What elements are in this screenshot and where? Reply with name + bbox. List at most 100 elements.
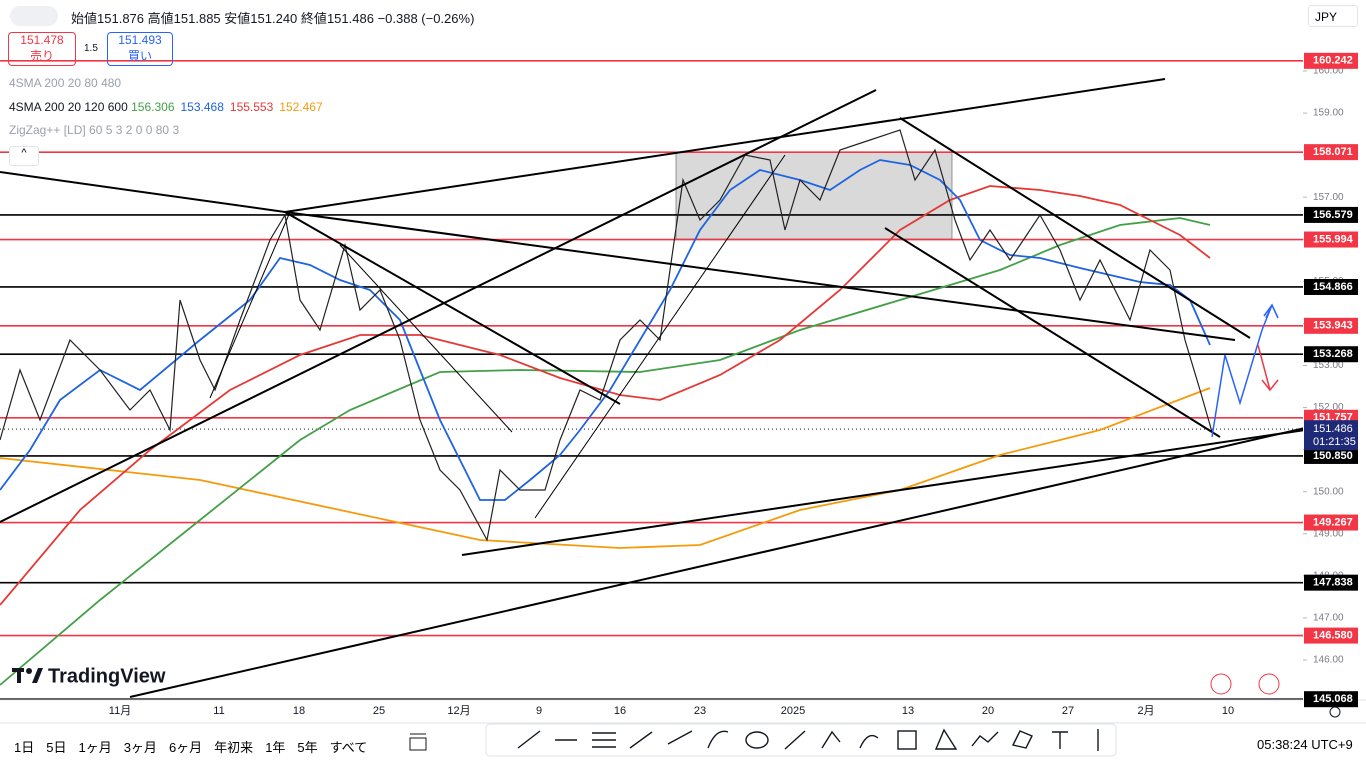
level-label-bg [1304,231,1358,248]
time-label: 11月 [109,705,131,717]
range-button[interactable]: 年初来 [214,740,254,755]
price-tick-label: 146.00 [1313,655,1344,666]
logo-mark [12,668,43,683]
drawing-toolbar [485,723,1117,757]
level-label-bg [1304,206,1358,223]
sell-label: 売り [29,49,54,63]
logo-text: TradingView [48,665,166,687]
price-tick-label: 150.00 [1313,486,1344,497]
currency[interactable]: JPY [1308,5,1358,27]
sma-orange [0,387,1211,549]
time-label: 9 [536,705,542,717]
price-tick-label: 152.00 [1313,402,1344,413]
level-label-bg [1304,144,1358,161]
level-label-bg [1304,346,1358,363]
indicator-value: 153.468 [180,100,224,114]
price-tick-label: 149.00 [1313,528,1344,539]
value: 151.876 [97,11,145,26]
price-tick-label: 159.00 [1313,108,1344,119]
ohlc: 始値151.876 高値151.885 安値151.240 終値151.486 … [71,8,474,27]
level-label: 153.268 [1313,348,1353,360]
label: 始値 [71,11,98,26]
level-label-bg [1304,447,1358,464]
sma-green [0,217,1211,686]
label: 安値 [224,11,251,26]
sma-red [0,185,1211,606]
level-label: 160.242 [1313,55,1353,67]
current-label-bg [1304,420,1358,451]
time-label: 16 [614,705,626,717]
range-button[interactable]: 6ヶ月 [168,740,203,755]
range-button[interactable]: 3ヶ月 [123,740,157,755]
level-label: 147.838 [1313,577,1353,589]
toolbar-icons[interactable] [517,728,1099,751]
sma-blue [0,159,1211,501]
label: 終値 [300,11,327,26]
price-tick-label: 157.00 [1313,192,1344,203]
range-button[interactable]: 5年 [297,740,318,755]
clock: 05:38:24 UTC+9 [1257,737,1353,752]
time-label: 12月 [447,705,470,717]
indicator[interactable]: 4SMA 200 20 120 600 156.306 153.468 155.55… [9,100,329,114]
moving-averages [0,159,1211,686]
indicator[interactable]: ZigZag++ [LD] 60 5 3 2 0 0 80 3 [9,123,180,137]
level-label: 155.994 [1313,233,1354,245]
time-label: 2月 [1137,705,1154,717]
arrow-up [1263,303,1279,319]
level-label: 149.267 [1313,516,1353,528]
indicator[interactable]: 4SMA 200 20 80 480 [9,76,122,90]
value: 151.240 [250,11,298,26]
level-label: 154.866 [1313,281,1353,293]
sell-button[interactable]: 151.478 売り [8,32,76,66]
status-pill[interactable] [10,6,58,26]
level-label: 145.068 [1313,693,1353,705]
sell-price: 151.478 [20,33,64,47]
buy-label: 買い [127,49,152,63]
range-button[interactable]: 5日 [46,740,67,755]
arrow-down [1261,379,1279,392]
time-label: 23 [694,705,706,717]
time-label: 2025 [781,705,805,717]
time-axis: 11月 11 18 25 12月 9 16 23 2025 13 20 27 2月 10 [109,705,1234,717]
event-icon[interactable] [1258,673,1280,695]
value: 151.885 [173,11,221,26]
level-label: 158.071 [1313,146,1353,158]
value: 151.486 [326,11,374,26]
level-label-bg [1304,52,1358,69]
level-label-bg [1304,514,1358,531]
price-tick-label: 160.00 [1313,66,1344,77]
collapse-button[interactable]: ^ [9,146,39,166]
time-label: 27 [1062,705,1074,717]
price-tick-label: 153.00 [1313,360,1344,371]
indicator-value: 152.467 [279,100,323,114]
trend-lines [0,78,1306,698]
level-label: 153.943 [1313,320,1353,332]
time-label: 25 [373,705,385,717]
level-label-bg [1304,627,1358,644]
buy-price: 151.493 [118,33,162,47]
compare-icon[interactable] [409,733,427,751]
time-label: 20 [982,705,994,717]
range-button[interactable]: 1ヶ月 [78,740,112,755]
price-series [0,129,1213,542]
indicator-value: 156.306 [131,100,175,114]
range-button[interactable]: 1年 [265,740,286,755]
time-label: 11 [213,705,224,717]
countdown: 01:21:35 [1313,436,1356,448]
level-label: 146.580 [1313,629,1353,641]
range-button[interactable]: 1日 [14,740,35,755]
settings-icon[interactable] [1329,706,1341,718]
event-icon[interactable] [1210,673,1232,695]
range-button[interactable]: すべて [329,740,368,755]
level-label-bg [1304,278,1358,295]
label: 高値 [147,11,174,26]
forecast-down [1257,344,1271,391]
level-label: 156.579 [1313,209,1353,221]
range-bar: 1日 5日 1ヶ月 3ヶ月 6ヶ月 年初来 1年 5年 すべて [14,737,379,756]
level-label: 150.850 [1313,450,1353,462]
buy-button[interactable]: 151.493 買い [107,32,173,66]
time-label: 18 [293,705,305,717]
indicator-values: 156.306 153.468 155.553 152.467 [131,100,329,114]
